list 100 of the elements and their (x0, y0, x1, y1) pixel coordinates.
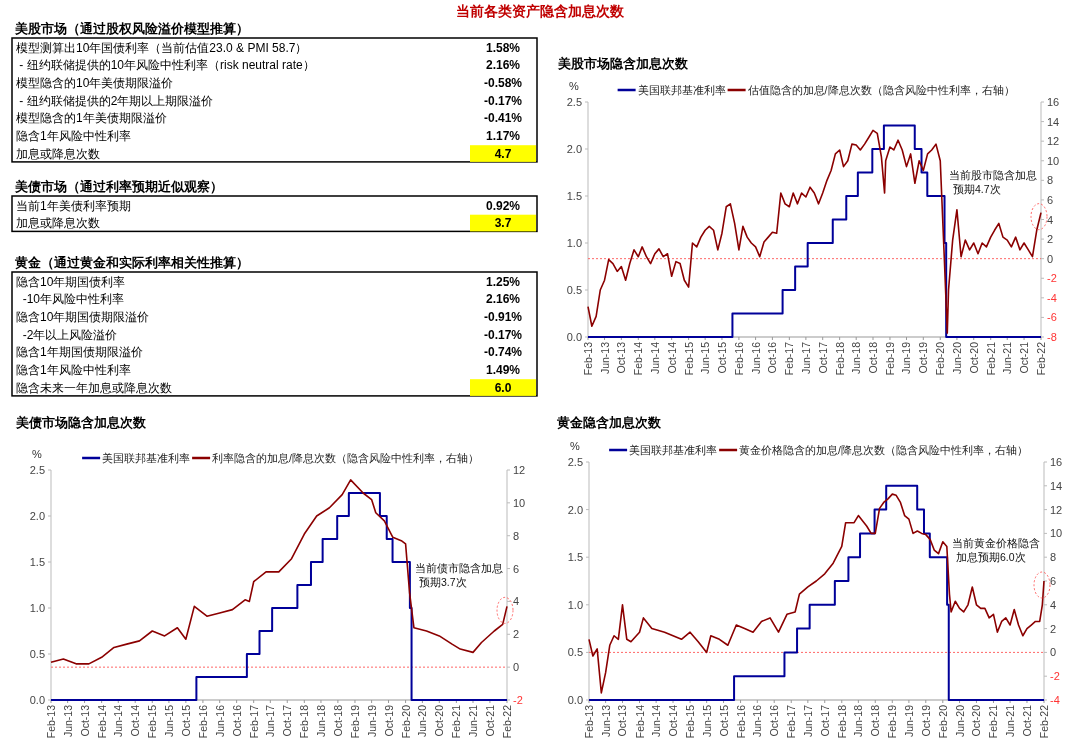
category-label: 隐含1年风险中性利率 (16, 363, 131, 377)
category-label: 加息或降息次数 (16, 146, 100, 161)
category-label: 隐含1年期国债期限溢价 (16, 345, 143, 360)
text: 2.16% (485, 292, 521, 307)
y-tick-label: 1.0 (566, 237, 582, 249)
x-tick-label: Feb-16 (732, 341, 745, 376)
x-tick-label: Jun-17 (264, 704, 277, 738)
y-tick-label: 1.5 (29, 556, 45, 568)
y-tick-label: 0.0 (566, 331, 582, 343)
text: 1.49% (485, 363, 521, 377)
y2-tick-label: 10 (1050, 527, 1063, 540)
y-tick-label: 1.0 (567, 598, 583, 611)
y2-tick-label: -6 (1047, 311, 1057, 324)
text: 1.17% (485, 129, 521, 143)
x-tick-label: Feb-17 (783, 341, 796, 376)
y-tick-label: 0.5 (29, 648, 45, 660)
y2-tick-label: 12 (513, 464, 526, 476)
x-tick-label: Oct-15 (715, 341, 728, 374)
text: -0.74% (483, 345, 523, 360)
text: 0.92% (485, 198, 521, 213)
x-tick-label: Oct-15 (179, 704, 192, 737)
y-tick-label: 0.5 (567, 646, 583, 659)
x-tick-label: Oct-18 (867, 341, 879, 374)
y2-tick-label: 0 (513, 661, 520, 674)
y2-tick-label: 14 (1047, 115, 1060, 128)
category-label: 隐含未来一年加息或降息次数 (16, 380, 172, 395)
x-tick-label: Oct-16 (768, 704, 781, 737)
chart-title: 黄金隐含加息次数 (556, 415, 662, 430)
x-tick-label: Jun-13 (61, 704, 74, 738)
x-tick-label: Jun-16 (749, 341, 762, 375)
x-tick-label: Feb-15 (684, 704, 697, 739)
y2-tick-label: 8 (1050, 551, 1057, 564)
x-tick-label: Oct-20 (967, 341, 980, 374)
x-tick-label: Oct-14 (129, 704, 142, 737)
x-tick-label: Jun-19 (900, 341, 913, 375)
text: 美股市场（通过股权风险溢价模型推算） (14, 21, 249, 36)
x-tick-label: Feb-16 (196, 704, 209, 739)
y2-tick-label: -4 (1047, 291, 1057, 304)
x-tick-label: Oct-20 (433, 704, 446, 737)
x-tick-label: Oct-18 (869, 704, 882, 737)
x-tick-label: Oct-13 (615, 341, 628, 374)
x-tick-label: Oct-21 (1018, 341, 1031, 374)
y2-tick-label: 4 (513, 595, 520, 608)
y2-tick-label: -2 (1050, 670, 1060, 683)
x-tick-label: Oct-17 (816, 341, 829, 374)
y-tick-label: 1.5 (566, 190, 582, 202)
y-tick-label: 2.5 (566, 96, 582, 108)
x-tick-label: Jun-19 (902, 704, 915, 738)
y2-tick-label: 6 (1050, 575, 1057, 587)
text: 2.16% (485, 58, 521, 73)
category-label: 模型隐含的10年美债期限溢价 (16, 75, 174, 90)
text: -0.17% (483, 93, 523, 108)
x-tick-label: Jun-18 (850, 341, 863, 375)
category-label: - 纽约联储提供的10年风险中性利率（risk neutral rate） (16, 58, 315, 73)
category-label: 当前1年美债利率预期 (16, 198, 131, 213)
x-tick-label: Feb-21 (987, 704, 1000, 739)
x-tick-label: Oct-16 (230, 704, 243, 737)
text: -0.41% (483, 111, 523, 126)
y2-tick-label: 4 (1047, 213, 1054, 226)
text: 美债市场（通过利率预期近似观察） (14, 179, 223, 194)
x-tick-label: Oct-18 (331, 704, 344, 737)
x-tick-label: Feb-22 (501, 704, 513, 739)
text: 6.0 (494, 380, 512, 395)
x-tick-label: Feb-15 (146, 704, 159, 739)
x-tick-label: Feb-14 (633, 704, 646, 739)
x-tick-label: Jun-14 (648, 341, 661, 375)
x-tick-label: Feb-13 (582, 341, 594, 376)
annotation: 当前黄金价格隐含加息预期6.0次 (952, 537, 1040, 563)
annotation: 当前债市隐含加息预期3.7次 (415, 562, 503, 589)
y2-tick-label: 10 (1047, 154, 1060, 167)
x-tick-label: Feb-22 (1038, 704, 1050, 739)
x-tick-label: Feb-21 (450, 704, 463, 739)
text: -0.58% (483, 75, 523, 90)
x-tick-label: Feb-13 (45, 704, 57, 739)
x-tick-label: Jun-20 (953, 704, 966, 738)
x-tick-label: Jun-16 (213, 704, 226, 738)
x-tick-label: Oct-15 (717, 704, 730, 737)
x-tick-label: Feb-14 (95, 704, 108, 739)
x-tick-label: Jun-14 (112, 704, 125, 738)
x-tick-label: Oct-21 (483, 704, 496, 737)
y2-tick-label: 2 (1047, 233, 1054, 246)
x-tick-label: Feb-14 (632, 341, 645, 376)
text: -0.17% (483, 327, 523, 342)
x-tick-label: Jun-17 (799, 341, 812, 375)
y-tick-label: 2.5 (29, 464, 45, 476)
x-tick-label: Feb-18 (833, 341, 846, 376)
y-tick-label: 2.0 (567, 503, 583, 516)
category-label: 隐含1年风险中性利率 (16, 129, 131, 143)
y2-tick-label: 10 (513, 496, 526, 509)
y2-tick-label: 16 (1050, 456, 1063, 468)
x-tick-label: Feb-20 (399, 704, 412, 739)
y2-tick-label: 14 (1050, 479, 1063, 492)
x-tick-label: Feb-18 (835, 704, 848, 739)
chart-title: 美股市场隐含加息次数 (557, 56, 689, 71)
y2-tick-label: 2 (513, 628, 520, 641)
x-tick-label: Feb-16 (734, 704, 747, 739)
legend-label: 美国联邦基准利率 (629, 444, 718, 456)
y2-tick-label: 4 (1050, 598, 1057, 611)
y-tick-label: 2.5 (567, 456, 583, 468)
y2-tick-label: 8 (513, 529, 520, 542)
